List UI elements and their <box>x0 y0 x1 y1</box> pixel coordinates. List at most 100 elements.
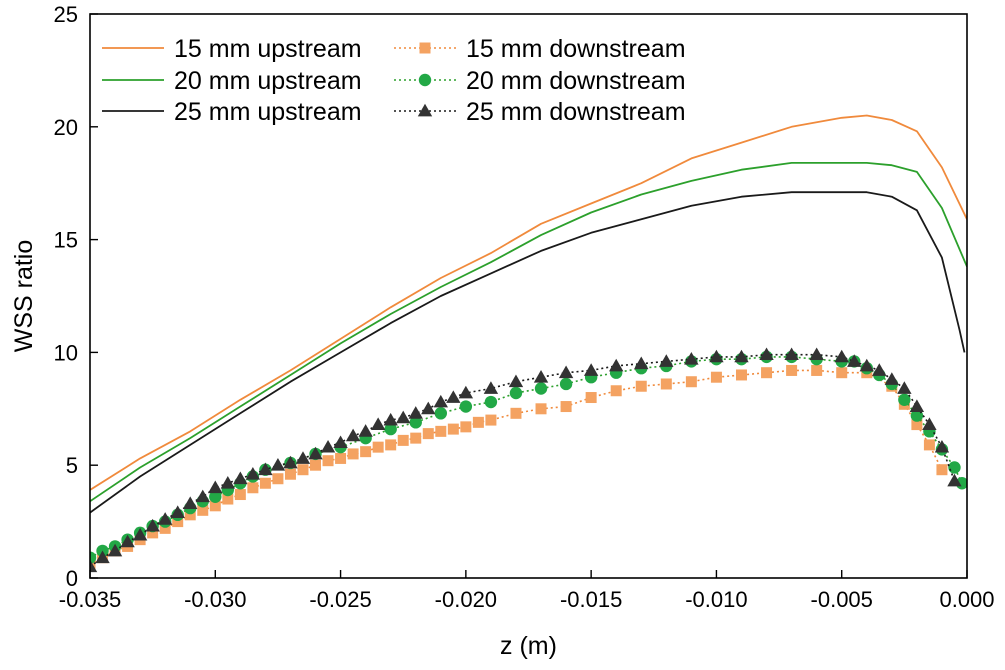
data-point-triangle <box>258 462 273 476</box>
data-point-triangle <box>370 417 386 430</box>
data-point-square <box>710 371 722 383</box>
data-point-triangle <box>95 550 110 564</box>
data-point-circle <box>948 461 961 474</box>
legend-marker <box>417 103 433 117</box>
data-point-circle <box>434 407 447 420</box>
data-point-circle <box>509 386 523 400</box>
data-point-square <box>159 522 171 534</box>
legend-label: 15 mm downstream <box>466 35 686 63</box>
y-tick-label: 15 <box>54 228 78 253</box>
data-point-triangle <box>245 467 261 480</box>
data-point-triangle <box>634 356 649 370</box>
data-point-square <box>322 455 334 467</box>
data-point-triangle <box>90 559 98 573</box>
x-axis-label: z (m) <box>500 632 557 660</box>
series-25-mm-downstream <box>90 347 962 573</box>
data-point-circle <box>910 409 924 422</box>
axis-ticks: -0.035 -0.030 -0.025 -0.020 -0.015 -0.010 -0.0… <box>54 2 995 612</box>
legend-label: 20 mm upstream <box>174 67 362 95</box>
data-point-triangle <box>558 365 574 379</box>
series-line <box>90 161 967 503</box>
legend-item: 20 mm downstream <box>394 67 686 95</box>
y-tick-label: 0 <box>66 566 78 591</box>
data-point-triangle <box>195 489 210 503</box>
legend-label: 15 mm upstream <box>174 35 362 63</box>
data-point-triangle <box>533 370 549 383</box>
data-point-circle <box>484 395 498 409</box>
data-point-square <box>660 378 672 390</box>
data-point-square <box>535 403 547 415</box>
legend-item: 20 mm upstream <box>102 67 362 95</box>
data-point-triangle <box>859 358 874 372</box>
series-line <box>90 114 967 491</box>
data-point-triangle <box>684 351 699 365</box>
data-point-square <box>197 504 209 516</box>
data-point-circle <box>559 377 573 391</box>
data-point-triangle <box>183 496 198 509</box>
data-point-circle <box>384 422 397 436</box>
data-point-square <box>786 364 798 376</box>
data-point-triangle <box>308 446 323 460</box>
data-point-triangle <box>170 505 185 518</box>
data-point-triangle <box>609 358 624 372</box>
data-point-circle <box>534 382 548 395</box>
data-point-triangle <box>809 347 824 361</box>
data-point-square <box>911 419 923 431</box>
data-point-triangle <box>433 394 448 408</box>
data-point-triangle <box>947 473 962 487</box>
data-point-triangle <box>834 349 849 363</box>
data-point-square <box>936 464 948 476</box>
data-point-triangle <box>320 439 336 453</box>
data-point-triangle <box>897 381 912 394</box>
data-point-triangle <box>734 349 749 363</box>
data-point-square <box>685 376 697 388</box>
data-point-triangle <box>396 410 411 424</box>
data-point-square <box>247 482 259 494</box>
data-point-square <box>172 516 184 528</box>
data-point-square <box>360 446 372 458</box>
series-20-mm-downstream <box>90 350 967 564</box>
data-point-triangle <box>922 417 937 430</box>
data-point-triangle <box>383 412 398 426</box>
data-point-triangle <box>872 363 887 376</box>
data-point-circle <box>898 393 911 406</box>
legend-label: 20 mm downstream <box>466 67 686 95</box>
data-point-triangle <box>358 424 373 437</box>
data-point-square <box>184 509 196 521</box>
legend-label: 25 mm upstream <box>174 98 362 126</box>
legend-label: 25 mm downstream <box>466 98 686 126</box>
data-point-triangle <box>421 401 436 415</box>
data-point-square <box>297 464 309 476</box>
data-point-square <box>811 364 823 376</box>
data-point-square <box>310 459 322 471</box>
y-tick-label: 5 <box>66 453 78 478</box>
data-point-square <box>585 392 597 404</box>
data-point-triangle <box>909 399 925 412</box>
legend-marker <box>418 73 432 87</box>
data-point-triangle <box>458 385 474 399</box>
plot-frame <box>89 13 968 579</box>
legend: 15 mm upstream 20 mm upstream 25 mm upstre… <box>102 35 686 126</box>
data-point-square <box>836 367 848 379</box>
y-tick-label: 25 <box>54 2 78 27</box>
x-tick-label: -0.005 <box>811 587 873 612</box>
series-15-mm-upstream <box>90 114 967 491</box>
data-point-square <box>272 473 284 485</box>
data-point-square <box>635 380 647 392</box>
x-tick-label: -0.035 <box>59 587 121 612</box>
series-line <box>90 191 966 514</box>
data-point-triangle <box>847 354 862 367</box>
data-point-square <box>923 439 935 451</box>
data-point-triangle <box>233 471 248 485</box>
series-25-mm-upstream <box>90 191 966 514</box>
data-point-square <box>610 385 622 397</box>
data-point-square <box>735 369 747 381</box>
data-point-triangle <box>270 458 286 471</box>
data-point-square <box>234 489 246 501</box>
data-point-triangle <box>220 476 236 489</box>
data-point-circle <box>409 416 422 429</box>
series-line <box>90 369 943 566</box>
data-point-triangle <box>345 428 361 442</box>
